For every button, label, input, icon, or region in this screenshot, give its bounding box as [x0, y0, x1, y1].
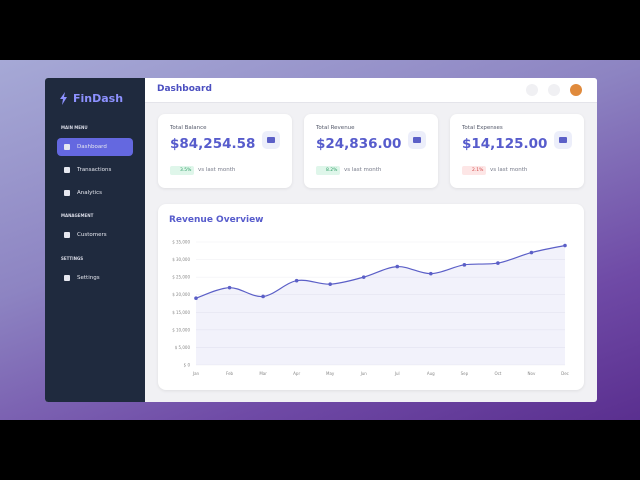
- x-tick-label: Jun: [360, 371, 368, 376]
- y-tick-label: $ 20,000: [172, 292, 190, 297]
- nav-item[interactable]: Dashboard: [57, 138, 133, 156]
- x-tick-label: Dec: [561, 371, 569, 376]
- avatar[interactable]: [570, 84, 582, 96]
- card-icon: [408, 131, 426, 149]
- point: [462, 263, 467, 267]
- card-value: $14,125.00: [462, 136, 548, 152]
- x-tick-label: Sep: [461, 371, 469, 376]
- section-heading: MANAGEMENT: [61, 213, 94, 218]
- change-badge: 8.2%: [316, 166, 341, 175]
- chart: Revenue Overview $ 0 $ 5,000 $ 10,000 $ 15,…: [169, 215, 569, 376]
- x-tick-label: Jul: [394, 371, 400, 376]
- x-tick-label: Oct: [494, 371, 501, 376]
- stat-card: Total Revenue $24,836.00 8.2% vs last mo…: [304, 114, 438, 188]
- card-icon: [262, 131, 280, 149]
- point: [429, 271, 433, 276]
- chart-title: Revenue Overview: [169, 215, 264, 225]
- nav-label: Customers: [77, 232, 107, 238]
- point: [361, 275, 366, 279]
- section-heading: MAIN MENU: [61, 125, 88, 130]
- card-label: Total Balance: [170, 125, 207, 131]
- nav-item[interactable]: Transactions: [57, 161, 133, 179]
- nav-item[interactable]: Customers: [57, 226, 133, 244]
- y-tick-label: $ 25,000: [172, 275, 190, 280]
- point: [563, 243, 567, 248]
- y-tick-label: $ 10,000: [172, 327, 190, 332]
- card-note: vs last month: [490, 167, 528, 173]
- x-tick-label: Jan: [192, 371, 200, 376]
- point: [261, 294, 265, 299]
- card-note: vs last month: [344, 167, 382, 173]
- x-tick-label: Mar: [259, 371, 267, 376]
- x-tick-label: Apr: [293, 371, 300, 376]
- change-badge: 2.1%: [462, 166, 487, 175]
- point: [529, 250, 534, 255]
- sidebar: FinDash MAIN MENU Dashboard Transactions…: [45, 78, 145, 402]
- chart-card: Revenue Overview $ 0 $ 5,000 $ 10,000 $ 15,…: [158, 204, 584, 390]
- stat-card: Total Expenses $14,125.00 2.1% vs last m…: [450, 114, 584, 188]
- y-tick-label: $ 30,000: [172, 257, 190, 262]
- change-badge: 3.5%: [170, 166, 195, 175]
- nav-label: Dashboard: [77, 144, 107, 150]
- logo-icon: [60, 92, 67, 105]
- y-tick-label: $ 15,000: [172, 310, 190, 315]
- point: [227, 285, 232, 290]
- nav-label: Transactions: [77, 167, 112, 173]
- line: [195, 244, 566, 299]
- stat-card: Total Balance $84,254.58 3.5% vs last mo…: [158, 114, 292, 188]
- logo: FinDash: [73, 92, 124, 105]
- nav-item[interactable]: Analytics: [57, 184, 133, 202]
- x-tick-label: Nov: [528, 371, 536, 376]
- x-tick-label: May: [326, 371, 335, 376]
- y-tick-label: $ 5,000: [175, 345, 191, 350]
- notifications[interactable]: [548, 84, 560, 96]
- point: [194, 296, 198, 301]
- area: [196, 245, 565, 365]
- header: Dashboard: [145, 78, 597, 103]
- point: [294, 278, 299, 283]
- app-window: FinDash MAIN MENU Dashboard Transactions…: [45, 78, 597, 402]
- x-tick-label: Aug: [427, 371, 435, 376]
- x-tick-label: Feb: [226, 371, 234, 376]
- theme-toggle[interactable]: [526, 84, 538, 96]
- card-icon: [554, 131, 572, 149]
- page-title: Dashboard: [157, 84, 212, 94]
- y-tick-label: $ 0: [184, 363, 191, 368]
- y-tick-label: $ 35,000: [172, 240, 190, 245]
- nav-label: Settings: [77, 275, 100, 281]
- card-label: Total Expenses: [462, 125, 503, 131]
- point: [328, 282, 332, 286]
- card-value: $24,836.00: [316, 136, 402, 152]
- card-label: Total Revenue: [316, 125, 355, 131]
- nav-label: Analytics: [77, 190, 102, 196]
- nav-item[interactable]: Settings: [57, 269, 133, 287]
- card-note: vs last month: [198, 167, 236, 173]
- point: [496, 261, 500, 265]
- section-heading: SETTINGS: [61, 256, 84, 261]
- card-value: $84,254.58: [170, 136, 256, 152]
- point: [395, 264, 400, 269]
